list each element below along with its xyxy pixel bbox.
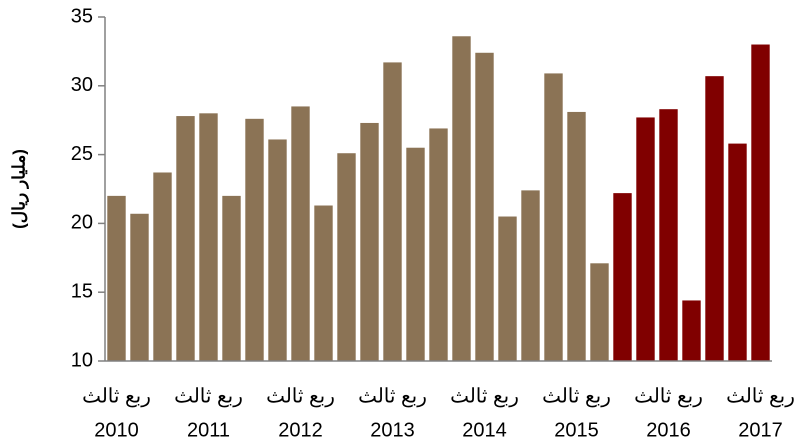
bar	[613, 193, 632, 361]
x-group-label: 2013	[370, 419, 415, 441]
x-tick-label: ربع ثالث	[82, 385, 151, 407]
x-tick-label: ربع ثالث	[726, 385, 795, 407]
x-tick-label: ربع ثالث	[450, 385, 519, 407]
y-tick-label: 35	[71, 5, 93, 27]
bar	[590, 263, 609, 361]
x-group-label: 2017	[738, 419, 783, 441]
bar	[245, 118, 264, 361]
y-tick-label: 25	[71, 143, 93, 165]
bar	[544, 73, 563, 361]
y-tick-label: 10	[71, 349, 93, 371]
y-tick-label: 15	[71, 280, 93, 302]
x-tick-label: ربع ثالث	[174, 385, 243, 407]
x-group-label: 2012	[278, 419, 323, 441]
bar	[728, 143, 747, 361]
x-group-label: 2015	[554, 419, 599, 441]
x-group-label: 2010	[94, 419, 139, 441]
bar	[567, 111, 586, 361]
bar	[199, 113, 218, 361]
bar	[659, 109, 678, 361]
x-tick-label: ربع ثالث	[358, 385, 427, 407]
bar	[682, 300, 701, 361]
x-tick-label: ربع ثالث	[542, 385, 611, 407]
y-axis-label: (مليار ريال)	[9, 149, 29, 229]
bar	[337, 153, 356, 361]
bar	[176, 116, 195, 362]
bar	[291, 106, 310, 361]
bar	[498, 216, 517, 361]
y-tick-label: 20	[71, 212, 93, 234]
x-group-label: 2016	[646, 419, 691, 441]
bar	[429, 128, 448, 361]
x-group-label: 2011	[187, 419, 230, 441]
bar	[452, 36, 471, 361]
y-tick-label: 30	[71, 74, 93, 96]
bar	[130, 213, 149, 361]
bar	[360, 122, 379, 362]
bar	[314, 205, 333, 361]
bar	[751, 44, 770, 362]
bar	[521, 190, 540, 361]
bar	[636, 117, 655, 361]
bar	[705, 76, 724, 361]
bar	[268, 139, 287, 361]
bar	[475, 52, 494, 361]
bar	[153, 172, 172, 361]
x-tick-label: ربع ثالث	[266, 385, 335, 407]
bar	[222, 195, 241, 361]
x-group-label: 2014	[462, 419, 507, 441]
bar	[383, 62, 402, 362]
x-tick-label: ربع ثالث	[634, 385, 703, 407]
bar	[107, 195, 126, 361]
bar	[406, 147, 425, 361]
